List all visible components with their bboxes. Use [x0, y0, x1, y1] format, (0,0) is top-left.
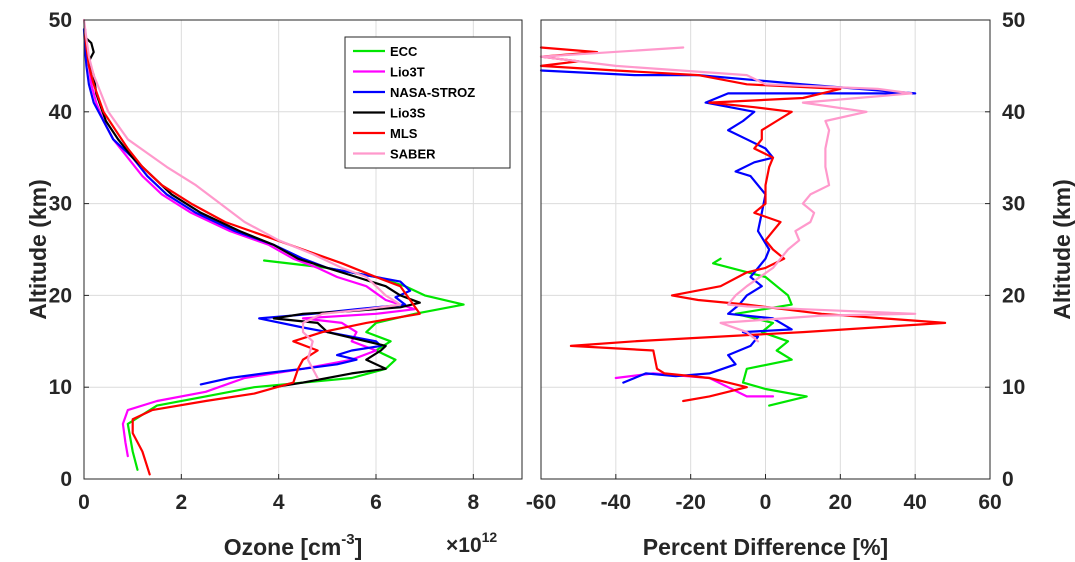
- legend-label-saber: SABER: [390, 147, 436, 162]
- legend-label-lio3s: Lio3S: [390, 106, 426, 121]
- right-y-axis-label: Altitude (km): [1049, 179, 1075, 320]
- right-ytick-5: 50: [1002, 9, 1025, 32]
- right-xtick-2: -20: [675, 491, 705, 514]
- x-axis-exponent: ×1012: [446, 529, 497, 557]
- left-ytick-3: 30: [49, 193, 72, 216]
- left-series-nasa-stroz: [82, 28, 412, 386]
- right-series-mls: [539, 46, 947, 403]
- right-xtick-0: -60: [526, 491, 556, 514]
- left-series-saber: [82, 18, 402, 380]
- left-x-axis-label: Ozone [cm-3]: [224, 531, 363, 560]
- right-x-tick-labels: -60 -40 -20 0 20 40 60: [526, 474, 1002, 514]
- right-x-axis-label: Percent Difference [%]: [643, 534, 888, 560]
- legend-label-lio3t: Lio3T: [390, 65, 425, 80]
- legend-label-nasa-stroz: NASA-STROZ: [390, 85, 475, 100]
- left-xtick-0: 0: [78, 491, 90, 514]
- left-y-tick-labels: 0 10 20 30 40 50: [49, 9, 89, 491]
- left-ytick-1: 10: [49, 376, 72, 399]
- right-xtick-5: 40: [903, 491, 926, 514]
- left-xtick-4: 8: [467, 491, 479, 514]
- percent-difference-panel: -60 -40 -20 0 20 40 60 0 10 20 30 40 50 Percent Dif…: [526, 9, 1075, 560]
- right-y-tick-labels: 0 10 20 30 40 50: [985, 9, 1025, 491]
- left-axes-frame: [83, 19, 523, 480]
- left-xtick-1: 2: [175, 491, 187, 514]
- legend-box: [344, 36, 511, 169]
- left-xtick-2: 4: [273, 491, 285, 514]
- left-series-mls: [83, 28, 421, 476]
- right-ytick-1: 10: [1002, 376, 1025, 399]
- right-ytick-2: 20: [1002, 284, 1025, 307]
- right-series-group: [539, 46, 947, 407]
- right-xtick-1: -40: [601, 491, 631, 514]
- left-xtick-3: 6: [370, 491, 382, 514]
- right-ytick-0: 0: [1002, 468, 1014, 491]
- left-ytick-2: 20: [49, 284, 72, 307]
- right-ytick-3: 30: [1002, 193, 1025, 216]
- left-x-tick-labels: 0 2 4 6 8: [78, 474, 479, 514]
- legend: ECC Lio3T NASA-STROZ Lio3S MLS SABER: [344, 36, 511, 169]
- right-series-nasa-stroz: [539, 69, 917, 384]
- right-series-saber: [539, 46, 917, 343]
- right-xtick-6: 60: [978, 491, 1001, 514]
- legend-label-ecc: ECC: [390, 44, 418, 59]
- left-series-group: [82, 18, 465, 476]
- left-ytick-5: 50: [49, 9, 72, 32]
- left-ytick-0: 0: [60, 468, 72, 491]
- right-ytick-4: 40: [1002, 101, 1025, 124]
- left-ytick-4: 40: [49, 101, 72, 124]
- ozone-profile-panel: 0 2 4 6 8 0 10 20 30 40 50 Ozone [cm-3] ×1012 Alt…: [25, 9, 523, 560]
- legend-label-mls: MLS: [390, 126, 418, 141]
- right-xtick-4: 20: [829, 491, 852, 514]
- left-y-axis-label: Altitude (km): [25, 179, 51, 320]
- right-xtick-3: 0: [760, 491, 772, 514]
